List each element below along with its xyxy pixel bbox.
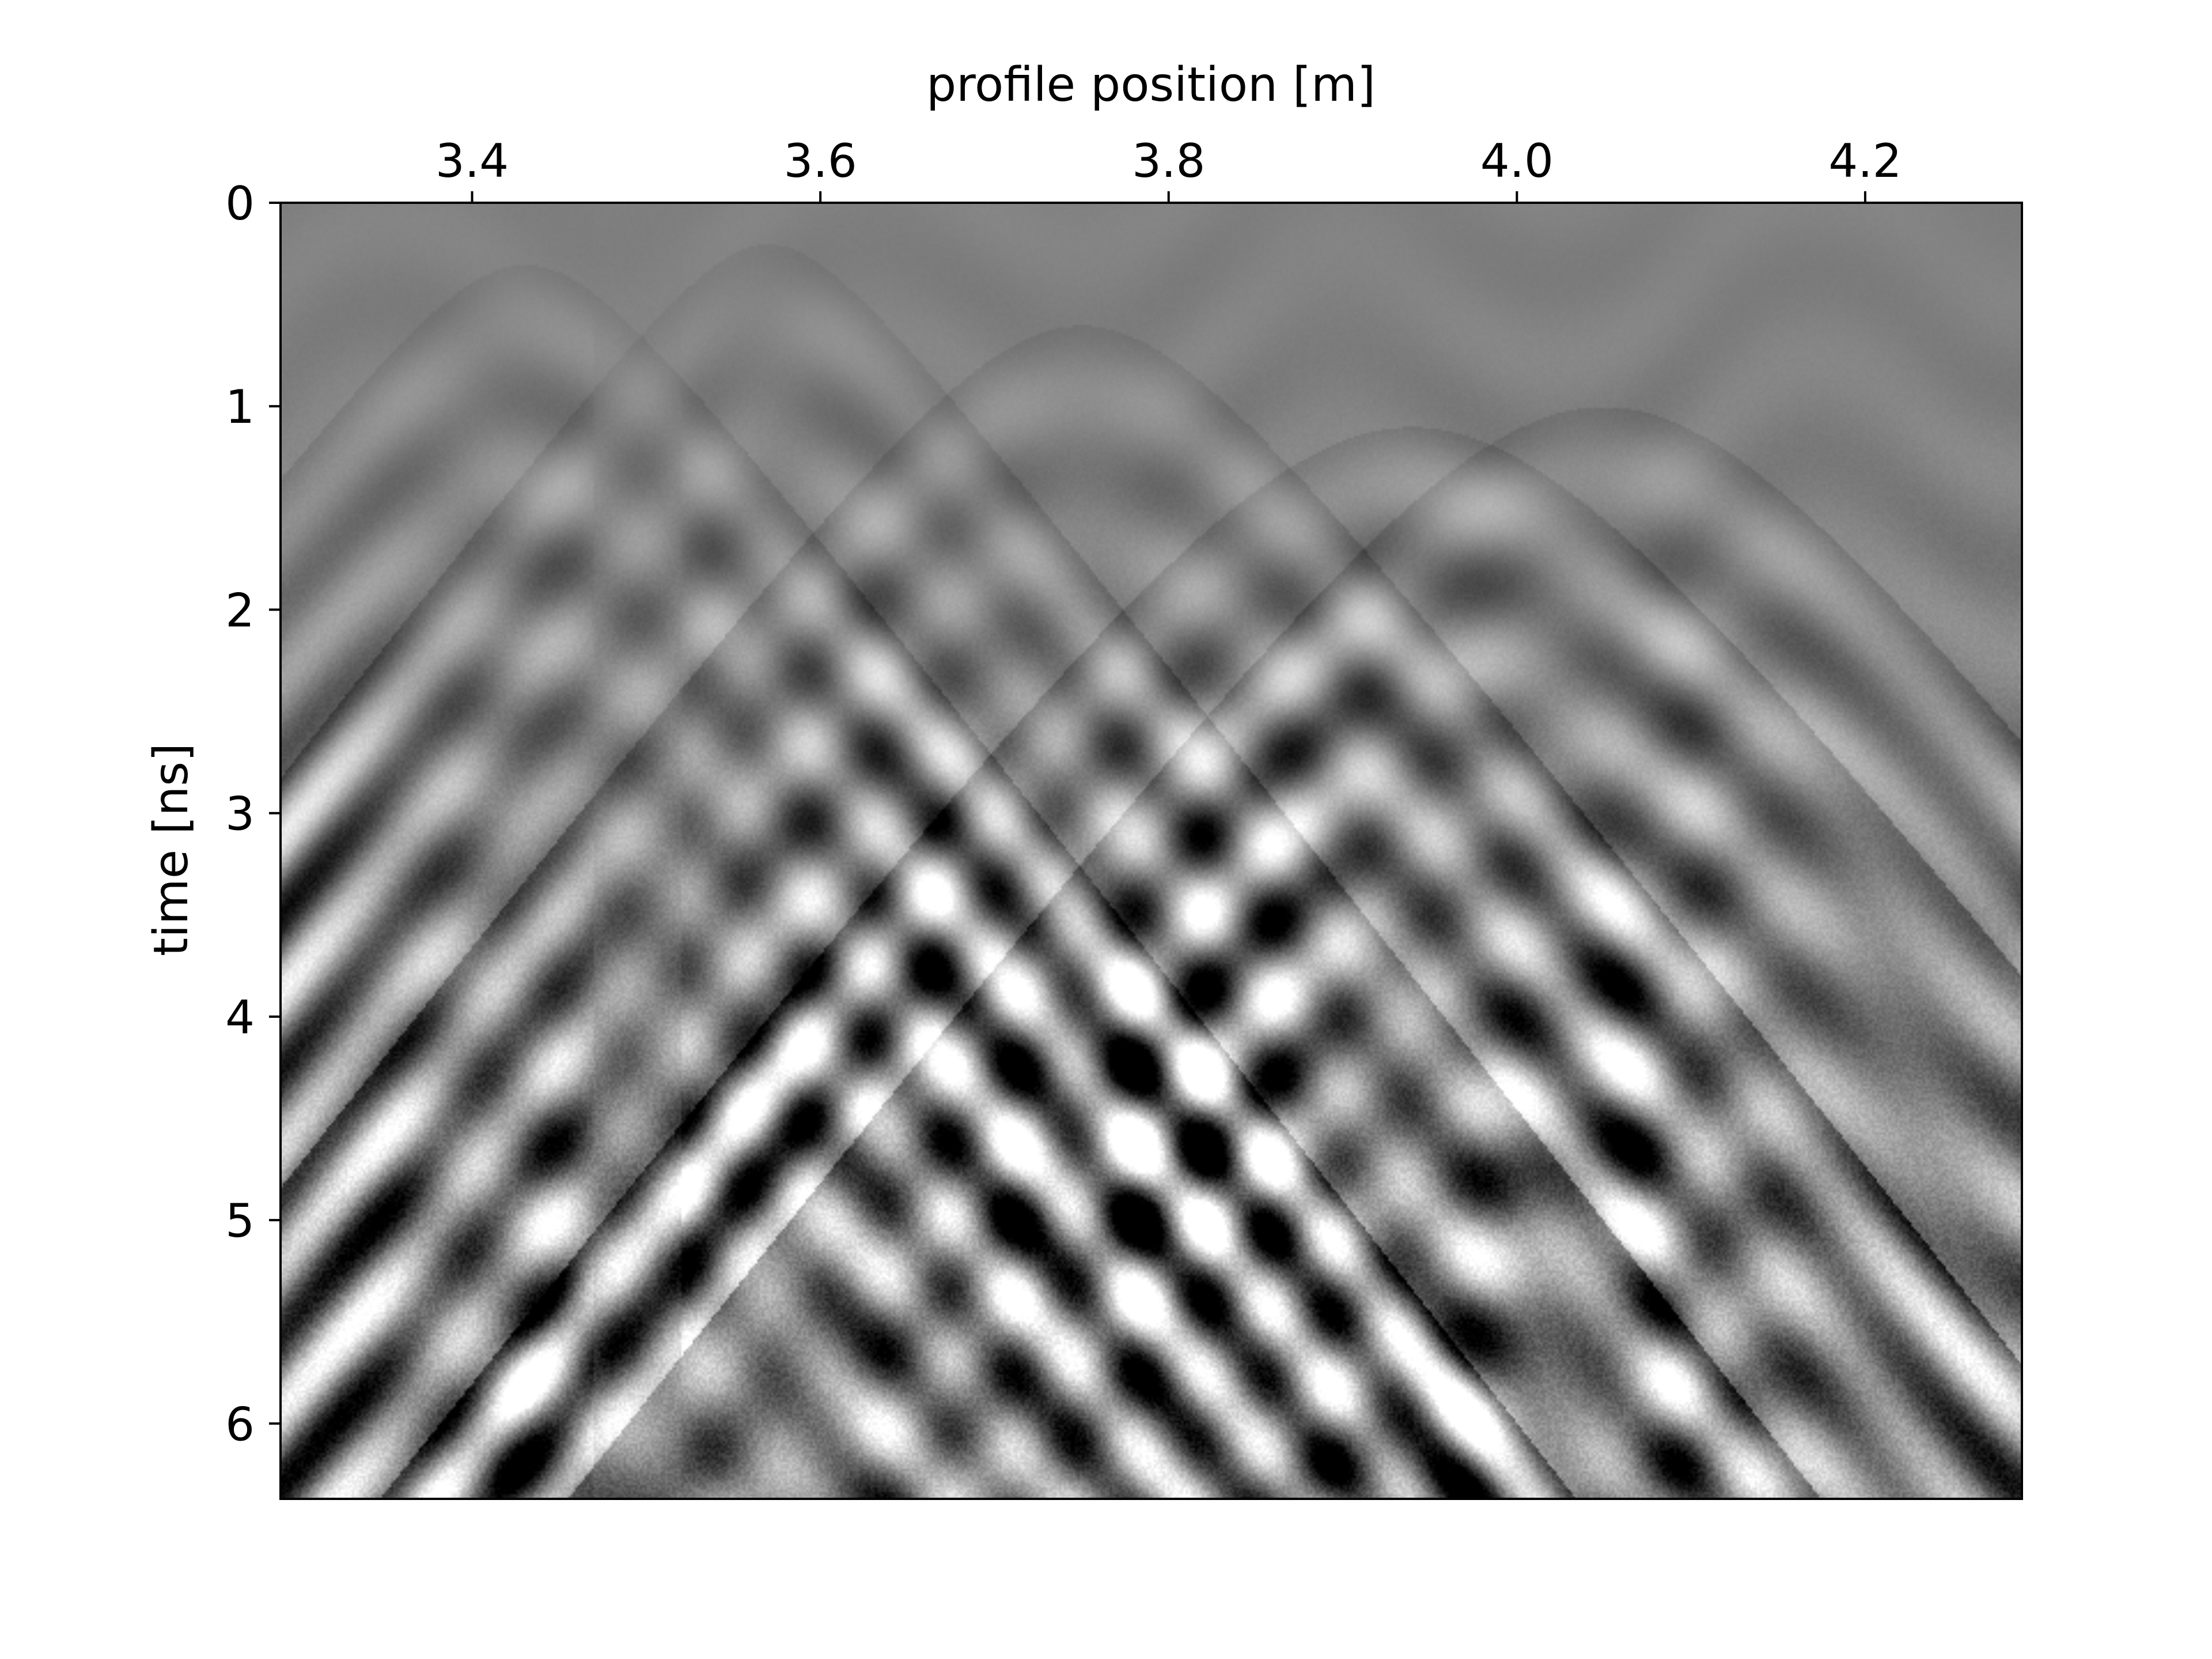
x-tick-label: 4.2 xyxy=(1828,134,1902,188)
y-tick-label: 6 xyxy=(225,1397,255,1451)
radargram-image xyxy=(281,203,2022,1499)
y-tick-label: 3 xyxy=(225,787,255,841)
x-tick-label: 3.8 xyxy=(1132,134,1205,188)
x-tick-label: 3.4 xyxy=(435,134,509,188)
y-axis-label: time [ns] xyxy=(144,743,199,956)
y-tick-label: 0 xyxy=(225,177,255,230)
x-tick-label: 4.0 xyxy=(1480,134,1554,188)
y-tick-label: 2 xyxy=(225,584,255,637)
y-tick-label: 4 xyxy=(225,991,255,1044)
x-axis-ticks: 3.4 3.6 3.8 4.0 4.2 xyxy=(435,134,1902,203)
y-axis-ticks: 0 1 2 3 4 5 6 xyxy=(225,177,281,1451)
y-tick-label: 5 xyxy=(225,1194,255,1248)
y-tick-label: 1 xyxy=(225,380,255,434)
x-tick-label: 3.6 xyxy=(784,134,857,188)
x-axis-label: profile position [m] xyxy=(926,58,1376,112)
